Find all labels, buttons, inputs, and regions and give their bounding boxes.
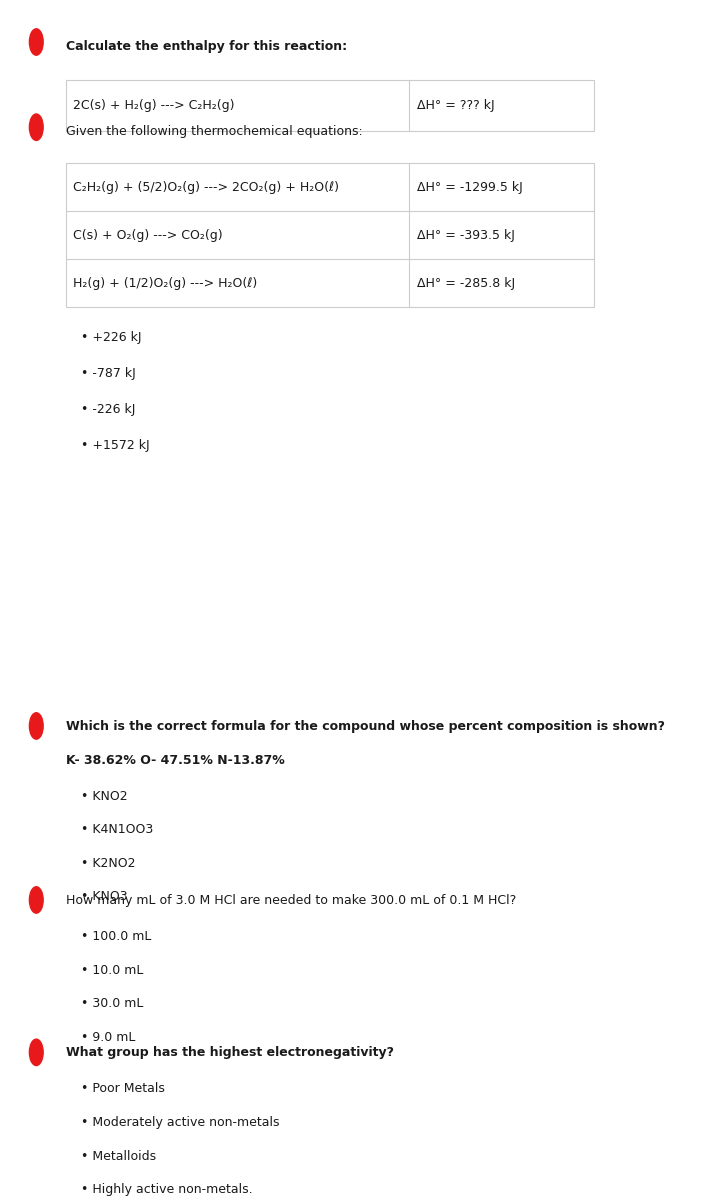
Text: Which is the correct formula for the compound whose percent composition is shown: Which is the correct formula for the com… (66, 720, 664, 733)
Text: • K4N1OO3: • K4N1OO3 (81, 823, 153, 836)
Text: ΔH° = ??? kJ: ΔH° = ??? kJ (416, 100, 495, 112)
Text: 2C(s) + H₂(g) ---> C₂H₂(g): 2C(s) + H₂(g) ---> C₂H₂(g) (73, 100, 235, 112)
Text: K- 38.62% O- 47.51% N-13.87%: K- 38.62% O- 47.51% N-13.87% (66, 754, 284, 767)
Text: H₂(g) + (1/2)O₂(g) ---> H₂O(ℓ): H₂(g) + (1/2)O₂(g) ---> H₂O(ℓ) (73, 277, 257, 289)
Text: • +226 kJ: • +226 kJ (81, 331, 142, 344)
Bar (66, 80, 594, 131)
Circle shape (30, 713, 43, 739)
Text: ΔH° = -1299.5 kJ: ΔH° = -1299.5 kJ (416, 181, 523, 193)
Text: • Metalloids: • Metalloids (81, 1150, 156, 1163)
Text: • Moderately active non-metals: • Moderately active non-metals (81, 1116, 280, 1129)
Text: ΔH° = -285.8 kJ: ΔH° = -285.8 kJ (416, 277, 515, 289)
Circle shape (30, 29, 43, 55)
Text: ΔH° = -393.5 kJ: ΔH° = -393.5 kJ (416, 229, 515, 241)
Text: • KNO2: • KNO2 (81, 790, 128, 803)
Text: • -787 kJ: • -787 kJ (81, 367, 136, 380)
Text: What group has the highest electronegativity?: What group has the highest electronegati… (66, 1046, 394, 1060)
Circle shape (30, 887, 43, 913)
Text: • +1572 kJ: • +1572 kJ (81, 439, 150, 452)
Circle shape (30, 114, 43, 140)
Text: How many mL of 3.0 M HCl are needed to make 300.0 mL of 0.1 M HCl?: How many mL of 3.0 M HCl are needed to m… (66, 894, 516, 907)
Text: • KNO3: • KNO3 (81, 890, 128, 904)
Text: C(s) + O₂(g) ---> CO₂(g): C(s) + O₂(g) ---> CO₂(g) (73, 229, 223, 241)
Text: Given the following thermochemical equations:: Given the following thermochemical equat… (66, 125, 362, 138)
Text: • Poor Metals: • Poor Metals (81, 1082, 165, 1096)
Text: Calculate the enthalpy for this reaction:: Calculate the enthalpy for this reaction… (66, 40, 347, 53)
Text: • 10.0 mL: • 10.0 mL (81, 964, 144, 977)
Text: • -226 kJ: • -226 kJ (81, 403, 136, 416)
Text: • 30.0 mL: • 30.0 mL (81, 997, 144, 1010)
Text: • 100.0 mL: • 100.0 mL (81, 930, 152, 943)
Text: • K2NO2: • K2NO2 (81, 857, 136, 870)
Text: • 9.0 mL: • 9.0 mL (81, 1031, 136, 1044)
Text: • Highly active non-metals.: • Highly active non-metals. (81, 1183, 253, 1196)
Circle shape (30, 1039, 43, 1066)
Text: C₂H₂(g) + (5/2)O₂(g) ---> 2CO₂(g) + H₂O(ℓ): C₂H₂(g) + (5/2)O₂(g) ---> 2CO₂(g) + H₂O(… (73, 181, 339, 193)
Bar (66, 163, 594, 307)
